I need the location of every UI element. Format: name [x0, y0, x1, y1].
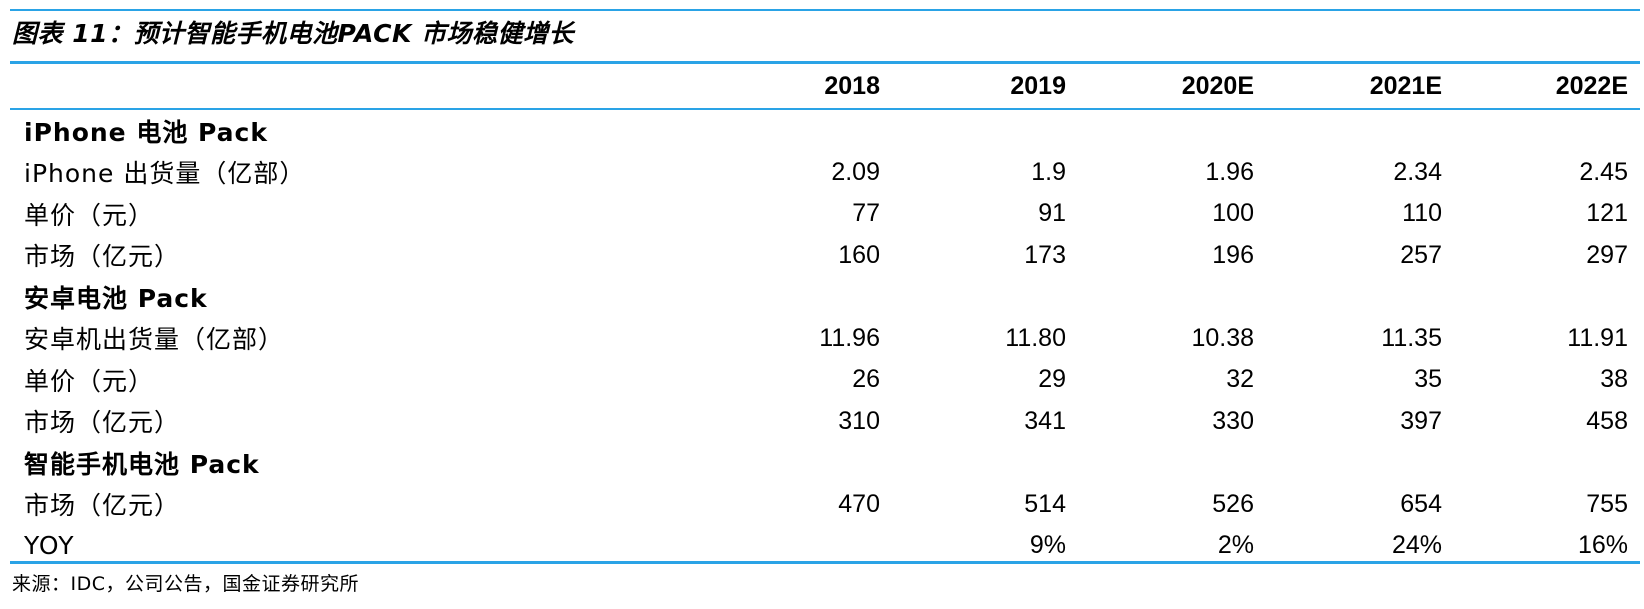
row-label: iPhone 出货量（亿部）: [24, 159, 306, 189]
table-cell: 32: [1226, 365, 1254, 394]
column-header: 2022E: [1555, 71, 1628, 100]
table-cell: 121: [1586, 199, 1628, 228]
table-row-iphone-section: iPhone 电池 Pack: [10, 110, 1640, 152]
table-cell: 11.91: [1567, 323, 1628, 352]
table-cell: 341: [1024, 406, 1066, 435]
table-header-row: 2018 2019 2020E 2021E 2022E: [10, 64, 1640, 110]
table-row-iphone-shipments: iPhone 出货量（亿部） 2.09 1.9 1.96 2.34 2.45: [10, 152, 1640, 194]
table-cell: 9%: [1029, 531, 1066, 560]
figure-title: 图表 11：预计智能手机电池PACK 市场稳健增长: [12, 19, 575, 48]
row-label: 市场（亿元）: [24, 491, 181, 521]
table-cell: 91: [1038, 199, 1066, 228]
title-rule: [10, 61, 1640, 64]
table-row-smartphone-yoy: YOY 9% 2% 24% 16%: [10, 525, 1640, 567]
table-row-android-unit-price: 单价（元） 26 29 32 35 38: [10, 359, 1640, 401]
table-cell: 38: [1600, 365, 1628, 394]
row-label: 智能手机电池 Pack: [24, 449, 260, 479]
table-cell: 310: [838, 406, 880, 435]
table-cell: 16%: [1577, 531, 1628, 560]
column-header: 2019: [1010, 71, 1066, 100]
table-row-iphone-unit-price: 单价（元） 77 91 100 110 121: [10, 193, 1640, 235]
table-cell: 330: [1212, 406, 1254, 435]
table-row-iphone-market: 市场（亿元） 160 173 196 257 297: [10, 235, 1640, 277]
table-cell: 257: [1400, 240, 1442, 269]
table-row-smartphone-section: 智能手机电池 Pack: [10, 442, 1640, 484]
table-cell: 24%: [1391, 531, 1442, 560]
table-cell: 10.38: [1191, 323, 1254, 352]
table-cell: 35: [1414, 365, 1442, 394]
table-cell: 470: [838, 489, 880, 518]
table-row-smartphone-market: 市场（亿元） 470 514 526 654 755: [10, 484, 1640, 526]
table-row-android-section: 安卓电池 Pack: [10, 276, 1640, 318]
table-cell: 173: [1024, 240, 1066, 269]
column-header: 2021E: [1369, 71, 1442, 100]
column-header: 2020E: [1181, 71, 1254, 100]
data-table: 2018 2019 2020E 2021E 2022E iPhone 电池 Pa…: [10, 64, 1640, 567]
table-cell: 11.80: [1005, 323, 1066, 352]
table-cell: 297: [1586, 240, 1628, 269]
row-label: 安卓电池 Pack: [24, 283, 208, 313]
row-label: 单价（元）: [24, 200, 155, 230]
top-rule: [10, 9, 1640, 11]
table-cell: 755: [1586, 489, 1628, 518]
table-cell: 2.45: [1579, 157, 1628, 186]
table-cell: 654: [1400, 489, 1442, 518]
table-cell: 100: [1212, 199, 1254, 228]
bottom-rule: [10, 561, 1640, 564]
table-row-android-shipments: 安卓机出货量（亿部） 11.96 11.80 10.38 11.35 11.91: [10, 318, 1640, 360]
table-cell: 526: [1212, 489, 1254, 518]
table-cell: 26: [852, 365, 880, 394]
row-label: 单价（元）: [24, 366, 155, 396]
source-note: 来源：IDC，公司公告，国金证券研究所: [12, 573, 360, 595]
table-cell: 77: [852, 199, 880, 228]
table-cell: 29: [1038, 365, 1066, 394]
row-label: 安卓机出货量（亿部）: [24, 325, 285, 355]
table-cell: 397: [1400, 406, 1442, 435]
table-cell: 160: [838, 240, 880, 269]
table-cell: 458: [1586, 406, 1628, 435]
table-cell: 1.9: [1031, 157, 1066, 186]
row-label: iPhone 电池 Pack: [24, 117, 268, 147]
row-label: 市场（亿元）: [24, 408, 181, 438]
row-label: 市场（亿元）: [24, 242, 181, 272]
table-cell: 11.35: [1381, 323, 1442, 352]
table-cell: 514: [1024, 489, 1066, 518]
column-header: 2018: [824, 71, 880, 100]
table-cell: 2%: [1217, 531, 1254, 560]
table-row-android-market: 市场（亿元） 310 341 330 397 458: [10, 401, 1640, 443]
table-cell: 2.34: [1393, 157, 1442, 186]
table-cell: 2.09: [831, 157, 880, 186]
table-cell: 110: [1402, 199, 1442, 228]
table-cell: 196: [1212, 240, 1254, 269]
row-label: YOY: [24, 531, 75, 561]
table-cell: 11.96: [819, 323, 880, 352]
table-cell: 1.96: [1205, 157, 1254, 186]
